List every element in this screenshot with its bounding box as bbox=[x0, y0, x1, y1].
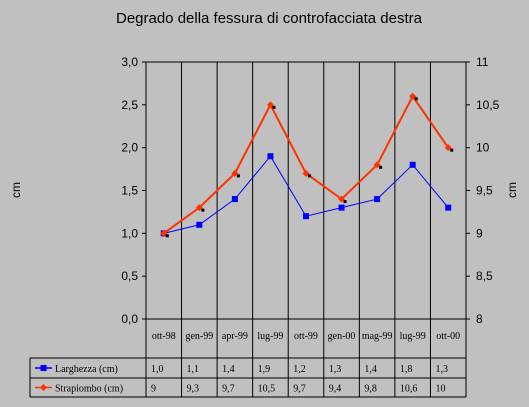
data-point-larghezza bbox=[303, 213, 309, 220]
data-label: 10 bbox=[435, 384, 445, 395]
data-point-strapiombo bbox=[266, 101, 274, 109]
legend-key-marker bbox=[40, 365, 47, 371]
data-label: 1,3 bbox=[329, 364, 342, 375]
data-label: 1,9 bbox=[258, 364, 271, 375]
data-point-strapiombo bbox=[373, 161, 381, 169]
marker-shadow bbox=[236, 174, 240, 178]
data-label: 10,5 bbox=[258, 384, 276, 395]
series-line-strapiombo bbox=[163, 94, 450, 235]
x-tick-label: ott-99 bbox=[294, 331, 318, 342]
marker-shadow bbox=[308, 174, 311, 178]
y-right-tick-label: 9,5 bbox=[476, 184, 493, 198]
data-label: 1,3 bbox=[435, 364, 448, 375]
y-left-tick-label: 1,5 bbox=[121, 184, 138, 198]
data-point-strapiombo bbox=[195, 204, 203, 212]
marker-shadow bbox=[272, 105, 276, 109]
y-right-tick-label: 8,5 bbox=[476, 269, 493, 283]
y-right-axis-label: cm bbox=[505, 182, 519, 198]
y-right-tick-label: 9 bbox=[476, 226, 483, 240]
marker-shadow bbox=[343, 200, 347, 204]
marker-shadow bbox=[379, 165, 383, 169]
y-right-tick-label: 11 bbox=[476, 55, 489, 69]
chart-title: Degrado della fessura di controfacciata … bbox=[116, 10, 423, 27]
data-label: 9,7 bbox=[222, 384, 235, 395]
data-label: 1,1 bbox=[187, 364, 200, 375]
data-label: 10,6 bbox=[400, 384, 418, 395]
data-label: 9 bbox=[151, 384, 156, 395]
data-label: 9,8 bbox=[364, 384, 377, 395]
data-point-strapiombo bbox=[444, 144, 452, 152]
marker-shadow bbox=[201, 208, 205, 212]
marker-shadow bbox=[414, 97, 418, 101]
x-tick-label: ott-00 bbox=[436, 331, 460, 342]
data-table: ott-98 gen-99 apr-99 lug-99 ott-99 gen-00 mag-… bbox=[29, 319, 467, 398]
legend-label: Larghezza (cm) bbox=[55, 364, 118, 375]
data-point-larghezza bbox=[231, 196, 238, 203]
legend-label: Strapiombo (cm) bbox=[55, 384, 123, 395]
y-left-tick-label: 0,5 bbox=[121, 269, 138, 283]
marker-shadow bbox=[450, 148, 454, 152]
series-line-larghezza bbox=[163, 155, 449, 234]
legend-key-marker bbox=[40, 384, 47, 391]
data-label: 9,3 bbox=[187, 384, 200, 395]
data-label: 1,4 bbox=[364, 364, 377, 375]
y-left-tick-label: 2,0 bbox=[121, 141, 138, 155]
y-left-axis-label: cm bbox=[9, 182, 23, 198]
data-point-larghezza bbox=[196, 221, 203, 228]
y-right-tick-label: 8 bbox=[476, 312, 483, 326]
data-point-larghezza bbox=[409, 161, 416, 168]
plot-frame bbox=[145, 61, 467, 320]
data-label: 9,7 bbox=[293, 384, 306, 395]
data-label: 1,0 bbox=[151, 364, 164, 375]
data-point-larghezza bbox=[338, 204, 345, 211]
y-left-tick-label: 1,0 bbox=[121, 226, 138, 240]
data-point-strapiombo bbox=[409, 92, 417, 100]
marker-shadow bbox=[165, 234, 169, 238]
x-tick-label: apr-99 bbox=[222, 331, 248, 342]
data-label: 1,2 bbox=[293, 364, 306, 375]
data-label: 1,4 bbox=[222, 364, 235, 375]
data-point-larghezza bbox=[445, 204, 452, 211]
plot-area: 0,0 0,5 1,0 1,5 2,0 2,5 3,0 8 8,5 9 9,5 10 10,5 11 bbox=[121, 55, 499, 326]
y-right-tick-label: 10,5 bbox=[476, 98, 500, 112]
data-point-strapiombo bbox=[302, 169, 310, 177]
y-left-tick-label: 0,0 bbox=[121, 312, 138, 326]
data-label: 1,8 bbox=[400, 364, 413, 375]
data-label: 9,4 bbox=[329, 384, 342, 395]
x-tick-label: ott-98 bbox=[152, 331, 176, 342]
x-tick-label: lug-99 bbox=[257, 331, 283, 342]
x-tick-label: lug-99 bbox=[400, 331, 426, 342]
data-point-larghezza bbox=[267, 153, 274, 160]
data-point-strapiombo bbox=[160, 229, 168, 237]
data-point-larghezza bbox=[374, 196, 381, 203]
y-right-tick-label: 10 bbox=[476, 141, 490, 155]
x-tick-label: gen-99 bbox=[185, 331, 213, 342]
y-left-tick-label: 3,0 bbox=[121, 55, 138, 69]
data-point-strapiombo bbox=[338, 195, 346, 203]
x-tick-label: mag-99 bbox=[362, 331, 393, 342]
y-left-tick-label: 2,5 bbox=[121, 98, 138, 112]
data-point-strapiombo bbox=[231, 169, 239, 177]
x-tick-label: gen-00 bbox=[328, 331, 356, 342]
